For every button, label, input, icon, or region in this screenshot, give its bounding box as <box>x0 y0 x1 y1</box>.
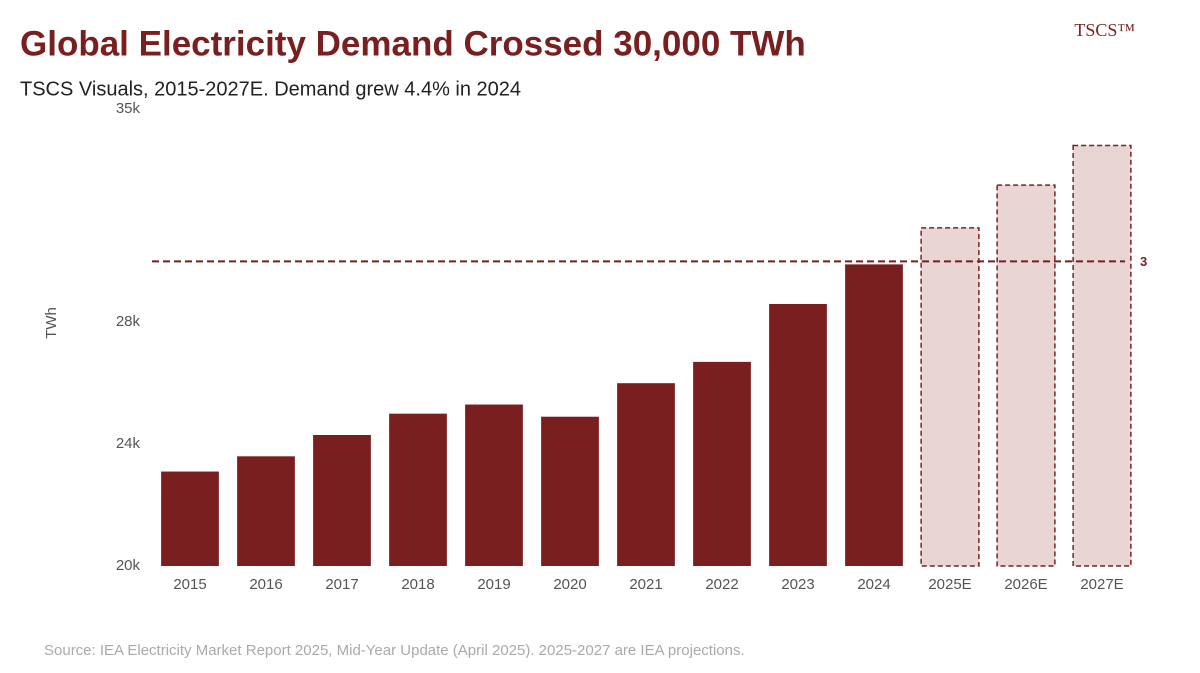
x-tick-label: 2016 <box>249 576 282 593</box>
x-tick-label: 2018 <box>401 576 434 593</box>
bar <box>769 303 827 566</box>
y-tick-label: 20k <box>116 557 141 574</box>
y-tick-label: 24k <box>116 435 141 452</box>
bar <box>541 416 599 566</box>
chart-subtitle: TSCS Visuals, 2015-2027E. Demand grew 4.… <box>20 78 521 100</box>
logo: TSCS™ <box>1074 20 1135 40</box>
x-tick-label: 2017 <box>325 576 358 593</box>
chart-title: Global Electricity Demand Crossed 30,000… <box>20 24 806 63</box>
bar <box>161 471 219 566</box>
source: Source: IEA Electricity Market Report 20… <box>44 642 745 659</box>
projected-bar <box>996 184 1056 567</box>
bar <box>237 456 295 566</box>
y-axis-label: TWh <box>43 307 60 339</box>
bar <box>845 264 903 566</box>
x-tick-label: 2024 <box>857 576 890 593</box>
bar <box>693 361 751 566</box>
x-tick-label: 2022 <box>705 576 738 593</box>
bar <box>389 413 447 566</box>
bar <box>313 434 371 566</box>
x-tick-label: 2020 <box>553 576 586 593</box>
x-tick-label: 2021 <box>629 576 662 593</box>
y-tick-label: 28k <box>116 313 141 330</box>
x-tick-label: 2019 <box>477 576 510 593</box>
x-tick-label: 2025E <box>928 576 971 593</box>
x-tick-label: 2026E <box>1004 576 1047 593</box>
reference-label: 3 <box>1140 254 1147 269</box>
bar <box>465 404 523 566</box>
bar <box>617 383 675 566</box>
projected-bar <box>1072 144 1132 567</box>
x-tick-label: 2023 <box>781 576 814 593</box>
x-tick-label: 2027E <box>1080 576 1123 593</box>
y-tick-label: 35k <box>116 100 141 117</box>
projected-bar <box>920 227 980 567</box>
x-tick-label: 2015 <box>173 576 206 593</box>
